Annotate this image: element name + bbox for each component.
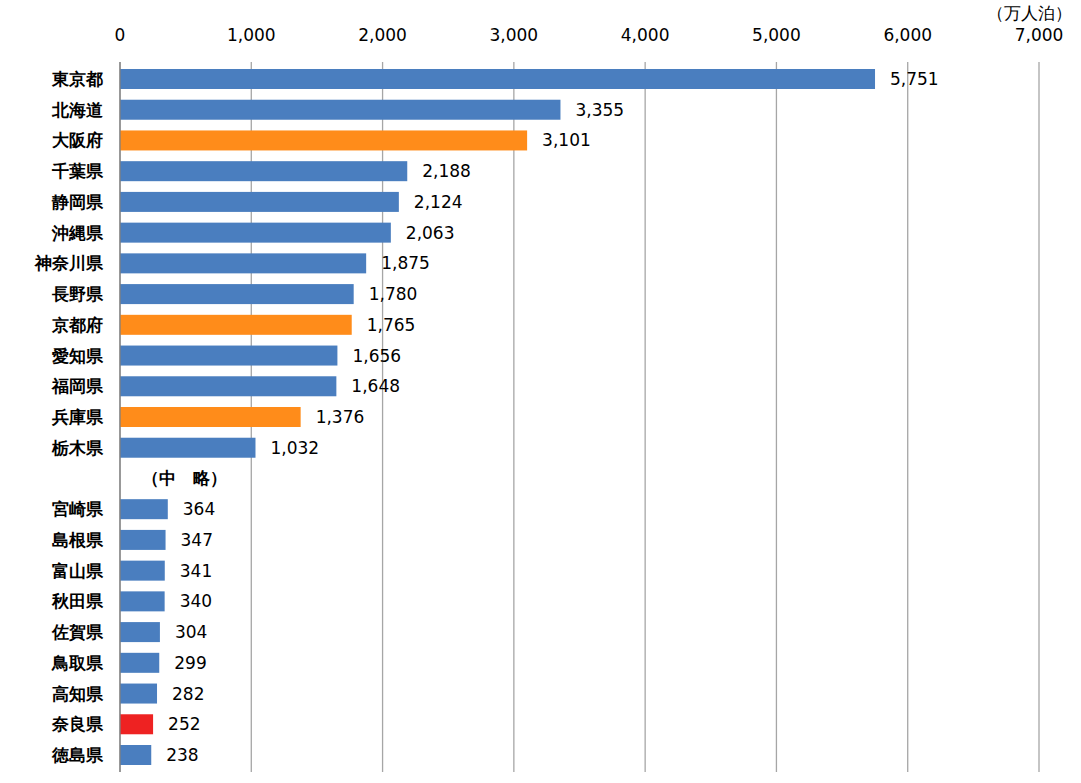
bar	[120, 745, 151, 765]
bar	[120, 622, 160, 642]
category-label: 千葉県	[51, 161, 104, 181]
bar	[120, 100, 560, 120]
category-label: 栃木県	[51, 438, 104, 458]
category-label: 兵庫県	[51, 407, 104, 427]
category-label: 富山県	[52, 561, 104, 581]
tick-label: 2,000	[358, 25, 407, 45]
bar	[120, 192, 399, 212]
bar	[120, 530, 166, 550]
bar	[120, 714, 153, 734]
data-label: 3,355	[575, 100, 624, 120]
grid	[120, 62, 1039, 772]
tick-label: 1,000	[227, 25, 276, 45]
bar	[120, 561, 165, 581]
grid-line	[119, 62, 120, 772]
category-label: （中 略）	[142, 468, 227, 488]
category-label: 長野県	[51, 284, 104, 304]
bar	[120, 69, 875, 89]
tick-label: 4,000	[621, 25, 670, 45]
data-label: 2,124	[414, 192, 463, 212]
data-label: 364	[183, 499, 215, 519]
bar	[120, 407, 301, 427]
data-label: 1,648	[351, 376, 400, 396]
category-label: 沖縄県	[51, 223, 104, 243]
category-label: 福岡県	[51, 376, 104, 396]
tick-label: 6,000	[883, 25, 932, 45]
bar	[120, 591, 165, 611]
category-label: 大阪府	[52, 130, 103, 150]
tick-label: 5,000	[752, 25, 801, 45]
data-label: 340	[180, 591, 212, 611]
grid-line	[513, 62, 514, 772]
grid-line	[907, 62, 908, 772]
data-label: 1,376	[316, 407, 365, 427]
category-label: 高知県	[52, 684, 104, 704]
labels: 東京都 5,751 北海道 3,355 大阪府 3,101 千葉県 2,188 静岡県 2,124…	[34, 69, 939, 765]
category-label: 京都府	[51, 315, 103, 335]
bar	[120, 315, 352, 335]
grid-line	[1038, 62, 1039, 772]
bars	[120, 69, 875, 765]
tick-label: 3,000	[490, 25, 539, 45]
bar	[120, 684, 157, 704]
category-label: 愛知県	[52, 346, 104, 366]
bar	[120, 223, 391, 243]
data-label: 1,780	[369, 284, 418, 304]
category-label: 奈良県	[51, 714, 104, 734]
category-label: 島根県	[52, 530, 104, 550]
data-label: 5,751	[890, 69, 939, 89]
data-label: 282	[172, 684, 204, 704]
data-label: 252	[168, 714, 200, 734]
data-label: 304	[175, 622, 207, 642]
category-label: 静岡県	[51, 192, 104, 212]
bar	[120, 653, 159, 673]
category-label: 佐賀県	[51, 622, 104, 642]
category-label: 秋田県	[51, 591, 104, 611]
bar	[120, 346, 337, 366]
grid-line	[644, 62, 645, 772]
data-label: 299	[174, 653, 206, 673]
data-label: 1,032	[270, 438, 319, 458]
data-label: 347	[181, 530, 213, 550]
data-label: 1,875	[381, 253, 430, 273]
category-label: 北海道	[51, 100, 103, 120]
bar	[120, 438, 255, 458]
bar	[120, 130, 527, 150]
tick-label: 7,000	[1015, 25, 1064, 45]
category-label: 徳島県	[51, 745, 104, 765]
data-label: 2,063	[406, 223, 455, 243]
category-label: 宮崎県	[52, 499, 104, 519]
data-label: 2,188	[422, 161, 471, 181]
bar	[120, 161, 407, 181]
category-label: 東京都	[51, 69, 103, 89]
bar	[120, 499, 168, 519]
data-label: 341	[180, 561, 212, 581]
bar	[120, 284, 354, 304]
bar	[120, 253, 366, 273]
data-label: 1,765	[367, 315, 416, 335]
data-label: 3,101	[542, 130, 591, 150]
grid-line	[776, 62, 777, 772]
bar	[120, 376, 336, 396]
tick-label: 0	[115, 25, 126, 45]
chart: 0 1,000 2,000 3,000 4,000 5,000 6,000 7,000（万人泊…	[0, 0, 1081, 783]
category-label: 鳥取県	[51, 653, 104, 673]
axis-unit: （万人泊）	[987, 3, 1072, 23]
data-label: 1,656	[352, 346, 401, 366]
category-label: 神奈川県	[34, 253, 104, 273]
axis-line	[119, 62, 120, 772]
data-label: 238	[166, 745, 198, 765]
